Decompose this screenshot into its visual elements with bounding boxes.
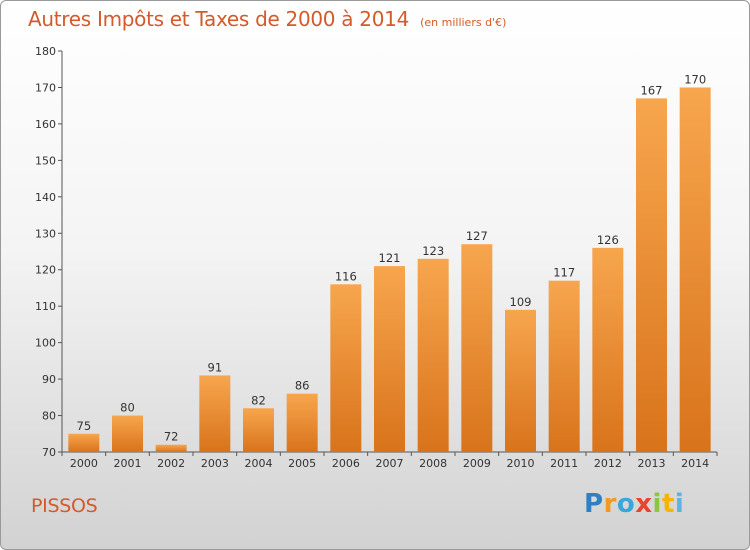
data-label-2005: 86 [295, 379, 310, 393]
data-label-2003: 91 [208, 360, 223, 374]
y-tick-label: 170 [35, 81, 56, 94]
x-tick-label-2002: 2002 [157, 457, 185, 470]
x-tick-label-2012: 2012 [594, 457, 622, 470]
bar-2000[interactable] [68, 433, 100, 452]
bar-2003[interactable] [199, 375, 231, 452]
bar-2002[interactable] [155, 444, 187, 452]
data-label-2010: 109 [510, 295, 532, 309]
x-tick-label-2011: 2011 [550, 457, 578, 470]
y-tick-label: 90 [42, 373, 56, 386]
y-tick-label: 130 [35, 227, 56, 240]
data-label-2000: 75 [77, 419, 92, 433]
commune-name: PISSOS [31, 495, 98, 517]
data-label-2008: 123 [422, 244, 444, 258]
y-tick-label: 110 [35, 300, 56, 313]
data-label-2009: 127 [466, 229, 488, 243]
bars [68, 87, 711, 453]
y-tick-label: 80 [42, 410, 56, 423]
proxiti-logo[interactable]: Proxiti [584, 489, 684, 519]
logo-letter: P [584, 489, 604, 519]
x-tick-label-2010: 2010 [507, 457, 535, 470]
data-label-2002: 72 [164, 430, 179, 444]
x-tick-label-2001: 2001 [114, 457, 142, 470]
x-tick-label-2013: 2013 [638, 457, 666, 470]
data-label-2013: 167 [641, 83, 663, 97]
x-tick-label-2006: 2006 [332, 457, 360, 470]
x-tick-label-2005: 2005 [288, 457, 316, 470]
data-label-2001: 80 [120, 401, 135, 415]
logo-letter: x [635, 489, 653, 519]
y-tick-label: 180 [35, 45, 56, 58]
bar-2005[interactable] [286, 393, 318, 452]
x-tick-label-2003: 2003 [201, 457, 229, 470]
x-tick-label-2004: 2004 [245, 457, 273, 470]
bar-2012[interactable] [592, 247, 624, 452]
y-tick-label: 70 [42, 446, 56, 459]
data-label-2006: 116 [335, 269, 357, 283]
bar-2004[interactable] [243, 408, 274, 452]
y-tick-label: 140 [35, 191, 56, 204]
data-label-2004: 82 [251, 393, 266, 407]
y-tick-label: 160 [35, 118, 56, 131]
bar-2009[interactable] [461, 244, 493, 452]
y-tick-label: 150 [35, 154, 56, 167]
x-tick-label-2009: 2009 [463, 457, 491, 470]
y-tick-label: 100 [35, 337, 56, 350]
bar-2014[interactable] [679, 87, 711, 453]
data-label-2007: 121 [379, 251, 401, 265]
bar-2013[interactable] [636, 98, 667, 453]
x-tick-label-2007: 2007 [376, 457, 404, 470]
logo-letter: r [603, 489, 617, 519]
logo-letter: o [616, 489, 636, 519]
logo-letter: i [674, 489, 685, 519]
bar-2001[interactable] [112, 415, 143, 452]
x-tick-label-2000: 2000 [70, 457, 98, 470]
y-axis: 70 80 90 100 110 120 130 140 150 160 170 180 [35, 45, 63, 459]
chart-subtitle: (en milliers d'€) [420, 16, 507, 29]
bar-2007[interactable] [374, 266, 405, 452]
bar-2010[interactable] [505, 309, 536, 452]
x-axis: 2000 2001 2002 2003 2004 2005 2006 2007 2008 2009… [61, 451, 718, 470]
y-tick-label: 120 [35, 264, 56, 277]
logo-letter: i [652, 489, 662, 519]
x-tick-label-2008: 2008 [419, 457, 447, 470]
x-tick-label-2014: 2014 [681, 457, 709, 470]
data-label-2011: 117 [553, 266, 575, 280]
data-label-2014: 170 [684, 72, 706, 86]
bar-2006[interactable] [330, 284, 362, 452]
chart-title: Autres Impôts et Taxes de 2000 à 2014 [28, 7, 409, 31]
bar-2011[interactable] [548, 280, 580, 452]
logo-letter: t [661, 489, 675, 519]
bar-2008[interactable] [417, 258, 449, 452]
title-row: Autres Impôts et Taxes de 2000 à 2014 (e… [28, 7, 506, 31]
data-label-2012: 126 [597, 233, 619, 247]
data-labels: 75 80 72 91 82 86 116 121 123 127 109 117 126 167 170 [77, 72, 707, 443]
